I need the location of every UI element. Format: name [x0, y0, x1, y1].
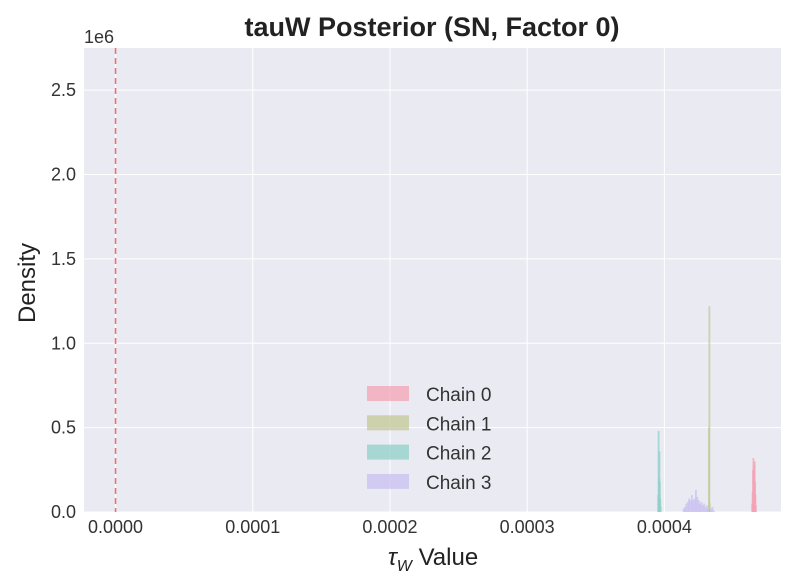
legend-item: Chain 0: [367, 385, 492, 406]
histogram-bar: [659, 506, 662, 512]
histogram-bar: [699, 503, 701, 512]
y-tick-label: 2.0: [51, 165, 76, 185]
series-chain-2: [657, 431, 662, 512]
histogram-bar: [712, 510, 715, 512]
legend: Chain 0 Chain 1 Chain 2 Chain 3: [367, 385, 492, 494]
histogram-bar: [690, 495, 693, 512]
histogram-bar: [707, 508, 710, 512]
histogram-bar: [693, 498, 696, 512]
histogram-bar: [692, 500, 695, 512]
x-tick-label: 0.0002: [362, 517, 417, 537]
histogram-bar: [754, 505, 757, 512]
x-axis-label-rest: Value: [412, 544, 478, 571]
x-axis-label-subscript: W: [397, 558, 414, 575]
y-axis-ticks: 0.0 0.5 1.0 1.5 2.0 2.5: [51, 80, 76, 522]
histogram-bar: [703, 503, 706, 512]
plot-area: [84, 48, 781, 512]
x-axis-ticks: 0.0000 0.0001 0.0002 0.0003 0.0004: [88, 517, 692, 537]
histogram-bars: [657, 306, 757, 512]
chart-title: tauW Posterior (SN, Factor 0): [244, 12, 619, 42]
y-offset-text: 1e6: [84, 27, 114, 47]
legend-label: Chain 0: [426, 385, 492, 406]
y-tick-label: 2.5: [51, 80, 76, 100]
histogram-bar: [659, 498, 662, 512]
y-axis-label: Density: [14, 243, 41, 323]
series-chain-0: [751, 458, 757, 512]
y-tick-label: 1.5: [51, 249, 76, 269]
legend-label: Chain 3: [426, 473, 492, 494]
histogram-bar: [706, 505, 708, 512]
legend-item: Chain 3: [367, 473, 492, 494]
histogram-bar: [701, 505, 704, 512]
legend-swatch: [367, 444, 409, 460]
legend-label: Chain 1: [426, 414, 492, 435]
legend-swatch: [367, 386, 409, 401]
legend-swatch: [367, 415, 409, 431]
histogram-bar: [685, 503, 688, 512]
histogram-bar: [704, 506, 707, 512]
legend-swatch: [367, 473, 409, 489]
series-chain-3: [682, 490, 715, 512]
y-tick-label: 1.0: [51, 333, 76, 353]
x-axis-label: τW Value: [388, 544, 478, 575]
histogram-bar: [695, 490, 697, 512]
histogram-bar: [710, 508, 712, 512]
legend-label: Chain 2: [426, 444, 492, 465]
histogram-bar: [754, 495, 757, 512]
y-tick-label: 0.0: [51, 502, 76, 522]
x-tick-label: 0.0001: [225, 517, 280, 537]
histogram-bar: [708, 503, 711, 512]
histogram-bar: [684, 506, 686, 512]
histogram-bar: [658, 481, 661, 512]
histogram-bar: [682, 508, 685, 512]
x-tick-label: 0.0000: [88, 517, 143, 537]
grid-lines: [84, 48, 781, 513]
histogram-bar: [708, 306, 711, 512]
legend-item: Chain 1: [367, 414, 492, 435]
histogram-bar: [688, 498, 690, 512]
histogram-bar: [700, 501, 703, 512]
y-tick-label: 0.5: [51, 418, 76, 438]
histogram-bar: [697, 500, 700, 512]
legend-item: Chain 2: [367, 444, 492, 465]
x-tick-label: 0.0003: [500, 517, 555, 537]
histogram-bar: [711, 506, 714, 512]
histogram-bar: [696, 496, 699, 512]
histogram-bar: [686, 501, 689, 512]
x-axis-label-symbol: τ: [388, 544, 399, 571]
x-tick-label: 0.0004: [637, 517, 692, 537]
histogram-bar: [689, 500, 692, 512]
